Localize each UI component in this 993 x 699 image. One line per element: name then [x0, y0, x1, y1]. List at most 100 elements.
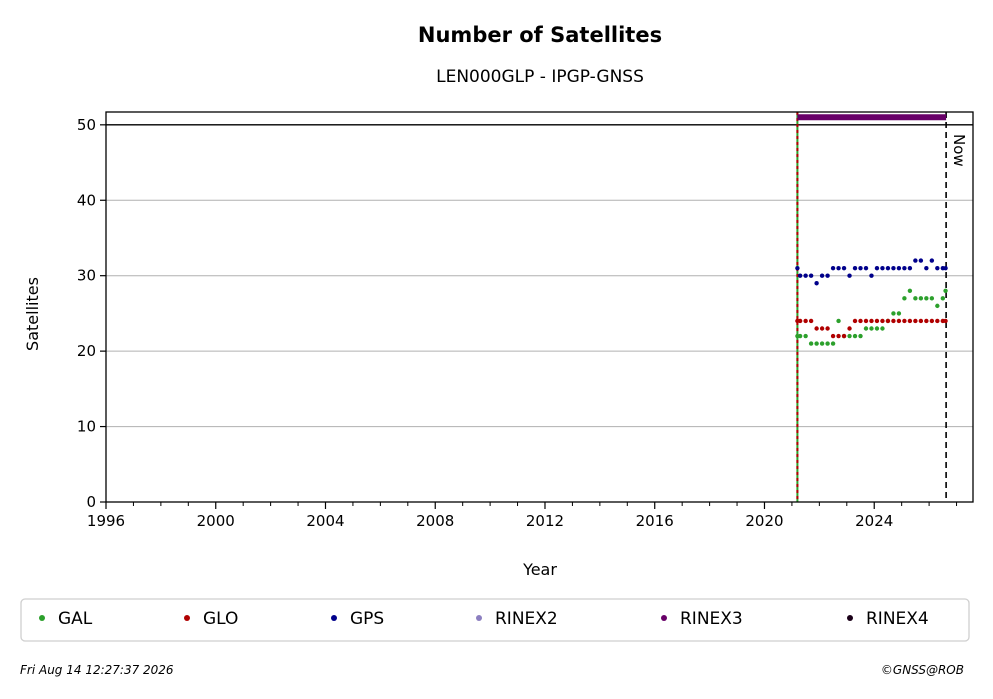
data-point-gal [836, 318, 841, 324]
data-point-glo [943, 318, 948, 324]
data-point-gps [830, 265, 836, 271]
data-point-gps [797, 273, 803, 278]
data-point-glo [825, 326, 830, 331]
data-point-gal [852, 333, 858, 339]
data-point-glo [880, 318, 885, 324]
data-point-glo [814, 326, 819, 331]
data-point-gal [907, 288, 913, 293]
data-point-glo [836, 333, 841, 339]
data-point-glo [935, 318, 940, 324]
data-point-gal [825, 341, 830, 346]
data-point-gps [902, 265, 907, 271]
data-point-gps [808, 273, 814, 278]
data-point-glo [819, 326, 825, 331]
y-tick-label: 20 [77, 342, 96, 360]
data-point-glo [803, 318, 808, 324]
legend: GAL GLO GPS RINEX2 RINEX3 RINEX4 [39, 609, 929, 629]
data-point-glo [874, 318, 880, 324]
legend-marker-rinex2 [476, 615, 482, 621]
axis-layer: 0 10 20 30 40 50 1996 2000 2004 2008 2012 2016 2020 2… [77, 116, 958, 530]
data-point-glo [797, 318, 803, 324]
data-point-gps [858, 265, 863, 271]
data-point-glo [885, 318, 891, 324]
data-point-glo [891, 318, 896, 324]
data-point-gal [896, 311, 902, 316]
data-point-glo [896, 318, 902, 324]
x-tick-label: 2000 [197, 512, 235, 530]
legend-label-gal: GAL [58, 609, 93, 629]
data-point-gps [943, 265, 948, 271]
legend-marker-rinex3 [661, 615, 667, 621]
plot-frame [105, 111, 974, 503]
data-point-gps [874, 265, 880, 271]
data-point-gps [803, 273, 808, 278]
data-point-gal [803, 333, 808, 339]
data-point-gps [847, 273, 852, 278]
data-point-glo [913, 318, 918, 324]
footer-credit: ©GNSS@ROB [881, 663, 964, 677]
data-point-glo [808, 318, 814, 324]
data-point-gps [869, 273, 874, 278]
data-point-gps [836, 265, 841, 271]
x-tick-label: 1996 [87, 512, 125, 530]
legend-label-gps: GPS [350, 609, 384, 629]
x-tick-label: 2012 [526, 512, 564, 530]
legend-label-rinex3: RINEX3 [680, 609, 743, 629]
data-point-gal [858, 333, 863, 339]
data-point-gal [819, 341, 825, 346]
data-point-glo [869, 318, 874, 324]
y-tick-label: 50 [77, 116, 96, 134]
data-point-glo [863, 318, 869, 324]
data-point-glo [841, 333, 847, 339]
x-tick-label: 2016 [636, 512, 674, 530]
data-point-gps [863, 265, 869, 271]
data-layer: Now [106, 112, 973, 502]
data-point-glo [830, 333, 836, 339]
data-point-gal [874, 326, 880, 331]
data-point-gps [880, 265, 885, 271]
data-point-gps [825, 273, 830, 278]
x-tick-label: 2024 [855, 512, 893, 530]
data-point-gps [924, 265, 929, 271]
data-point-gps [885, 265, 891, 271]
legend-marker-glo [184, 615, 190, 621]
data-point-gal [814, 341, 819, 346]
data-point-gps [896, 265, 902, 271]
data-point-gps [929, 258, 935, 263]
footer-timestamp: Fri Aug 14 12:27:37 2026 [20, 663, 174, 677]
y-tick-label: 30 [77, 267, 96, 285]
data-point-gps [891, 265, 896, 271]
data-point-glo [929, 318, 935, 324]
x-axis-label: Year [522, 560, 557, 579]
data-point-gal [918, 296, 924, 301]
data-point-gal [902, 296, 907, 301]
data-point-gal [913, 296, 918, 301]
data-point-gal [808, 341, 814, 346]
legend-marker-gal [39, 615, 45, 621]
chart-title: Number of Satellites [418, 23, 662, 47]
legend-label-glo: GLO [203, 609, 238, 629]
data-point-gal [847, 333, 852, 339]
legend-marker-rinex4 [847, 615, 853, 621]
data-point-gal [797, 333, 803, 339]
data-point-gps [795, 265, 800, 271]
data-point-gps [935, 265, 940, 271]
data-point-glo [924, 318, 929, 324]
data-point-glo [918, 318, 924, 324]
y-tick-label: 40 [77, 191, 96, 209]
chart-subtitle: LEN000GLP - IPGP-GNSS [436, 67, 644, 87]
data-point-glo [858, 318, 863, 324]
data-point-gal [940, 296, 946, 301]
data-point-glo [852, 318, 858, 324]
y-axis-label: Satellites [23, 277, 42, 351]
x-tick-label: 2008 [416, 512, 454, 530]
data-point-gal [880, 326, 885, 331]
grid-layer [106, 124, 973, 503]
data-point-gal [929, 296, 935, 301]
data-point-gps [814, 281, 819, 286]
data-point-gps [819, 273, 825, 278]
data-point-gal [869, 326, 874, 331]
legend-label-rinex2: RINEX2 [495, 609, 558, 629]
data-point-gps [918, 258, 924, 263]
